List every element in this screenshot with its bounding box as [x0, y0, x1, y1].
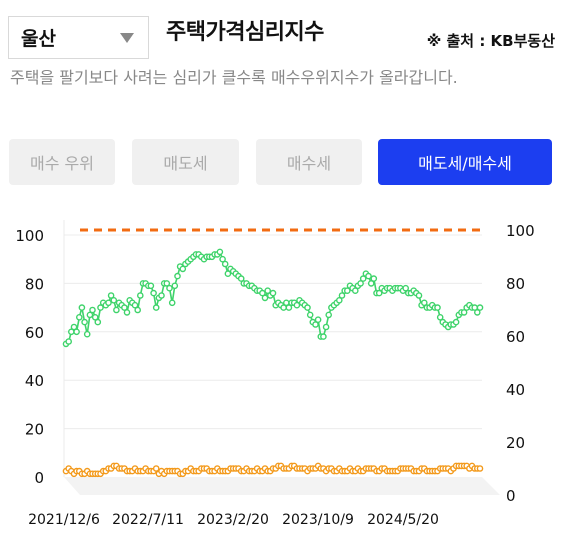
- x-tick-label: 2022/7/11: [112, 512, 184, 528]
- main-series-point: [216, 248, 224, 256]
- main-series-point: [312, 321, 319, 328]
- main-series-point: [163, 280, 171, 287]
- main-series-point: [452, 318, 460, 326]
- main-series-point: [147, 282, 155, 290]
- y-right-tick-label: 40: [506, 381, 525, 399]
- price-sentiment-chart: 0 20 40 60 80 100 0 20 40 60 80 100 2021/12/6 2022/7/…: [15, 220, 535, 528]
- main-series-point: [460, 309, 468, 316]
- y-left-tick-label: 100: [15, 227, 44, 245]
- main-series-point: [269, 289, 277, 297]
- main-series-point: [78, 304, 86, 311]
- main-series-point: [105, 299, 112, 307]
- x-tick-label: 2021/12/6: [28, 512, 100, 528]
- tab-sell-trend[interactable]: 매도세: [132, 139, 239, 185]
- y-right-tick-label: 60: [506, 328, 525, 346]
- tab-buy-trend[interactable]: 매수세: [256, 139, 362, 185]
- y-left-tick-label: 60: [25, 324, 44, 342]
- y-right-tick-label: 80: [506, 275, 525, 293]
- chart-floor: [64, 477, 500, 495]
- main-series-point: [306, 311, 314, 319]
- main-series-point: [420, 299, 428, 307]
- y-left-tick-label: 0: [34, 469, 44, 487]
- main-series-point: [86, 311, 94, 319]
- main-series-point: [219, 255, 226, 263]
- main-series-point: [224, 270, 232, 277]
- x-tick-label: 2024/5/20: [367, 512, 439, 528]
- main-series-point: [338, 292, 346, 299]
- y-left-tick-label: 80: [25, 275, 44, 293]
- region-select-value: 울산: [21, 28, 56, 50]
- main-series-point: [359, 275, 367, 282]
- main-series-point: [335, 297, 343, 304]
- main-series-point: [436, 314, 444, 321]
- y-right-tick-label: 20: [506, 434, 525, 452]
- main-series-point: [83, 330, 91, 338]
- y-right-tick-label: 0: [506, 487, 516, 505]
- main-series-point: [134, 306, 141, 314]
- main-series-point: [261, 294, 269, 302]
- main-series-point: [110, 297, 118, 304]
- main-series-point: [107, 292, 115, 299]
- region-select[interactable]: 울산: [8, 16, 149, 59]
- main-series-point: [136, 292, 144, 299]
- main-series-point: [121, 304, 128, 311]
- x-tick-label: 2023/2/20: [197, 512, 269, 528]
- y-left-tick-label: 20: [25, 421, 44, 439]
- main-series-point: [150, 289, 157, 297]
- main-series-point: [322, 323, 330, 331]
- main-series-point: [123, 309, 131, 316]
- main-series-point: [76, 314, 83, 321]
- main-series-point: [402, 284, 410, 292]
- main-series-point: [131, 301, 139, 309]
- main-series-point: [320, 333, 327, 340]
- page-title: 주택가격심리지수: [166, 20, 324, 45]
- main-series-point: [415, 292, 423, 299]
- main-series-point: [171, 282, 179, 290]
- main-series-point: [343, 287, 351, 294]
- main-series-point: [285, 304, 293, 311]
- tab-buy-dominance[interactable]: 매수 우위: [9, 139, 115, 185]
- main-series-point: [179, 265, 187, 273]
- main-series-point: [91, 314, 99, 321]
- x-tick-label: 2023/10/9: [282, 512, 354, 528]
- sub-series-point: [152, 465, 160, 472]
- main-series-point: [365, 272, 372, 280]
- main-series-point: [325, 311, 333, 319]
- main-series-point: [476, 304, 484, 311]
- main-series-point: [259, 289, 266, 297]
- tab-sell-buy-trend[interactable]: 매도세/매수세: [378, 139, 552, 185]
- main-series-point: [370, 275, 378, 282]
- main-series-point: [304, 304, 311, 311]
- main-series-point: [97, 304, 104, 311]
- main-series-point: [237, 275, 245, 282]
- main-series-point: [473, 309, 481, 316]
- source-label: ※ 출처 : KB부동산: [426, 32, 555, 50]
- main-series-point: [375, 289, 383, 297]
- y-left-tick-label: 40: [25, 372, 44, 390]
- main-series-point: [264, 287, 272, 294]
- main-series-point: [73, 328, 80, 336]
- main-series-point: [168, 299, 176, 307]
- main-series-point: [89, 306, 96, 314]
- main-series-point: [152, 304, 160, 311]
- main-series-point: [293, 301, 301, 309]
- chevron-down-icon: [120, 32, 134, 43]
- main-series-point: [65, 338, 72, 345]
- main-series-point: [367, 280, 375, 287]
- main-series-point: [434, 304, 441, 311]
- sub-series-point: [476, 465, 484, 472]
- main-series-point: [113, 306, 120, 314]
- main-series-point: [351, 287, 359, 294]
- main-series-point: [70, 323, 78, 331]
- main-series-point: [314, 316, 322, 323]
- main-series-point: [158, 292, 165, 299]
- main-series-point: [166, 284, 173, 292]
- main-series-point: [94, 318, 102, 326]
- main-series-point: [81, 318, 88, 326]
- main-series-point: [221, 260, 229, 268]
- y-right-tick-label: 100: [506, 222, 535, 240]
- description-text: 주택을 팔기보다 사려는 심리가 클수록 매수우위지수가 올라갑니다.: [10, 68, 458, 87]
- main-series-point: [357, 280, 364, 287]
- main-series-point: [174, 272, 181, 280]
